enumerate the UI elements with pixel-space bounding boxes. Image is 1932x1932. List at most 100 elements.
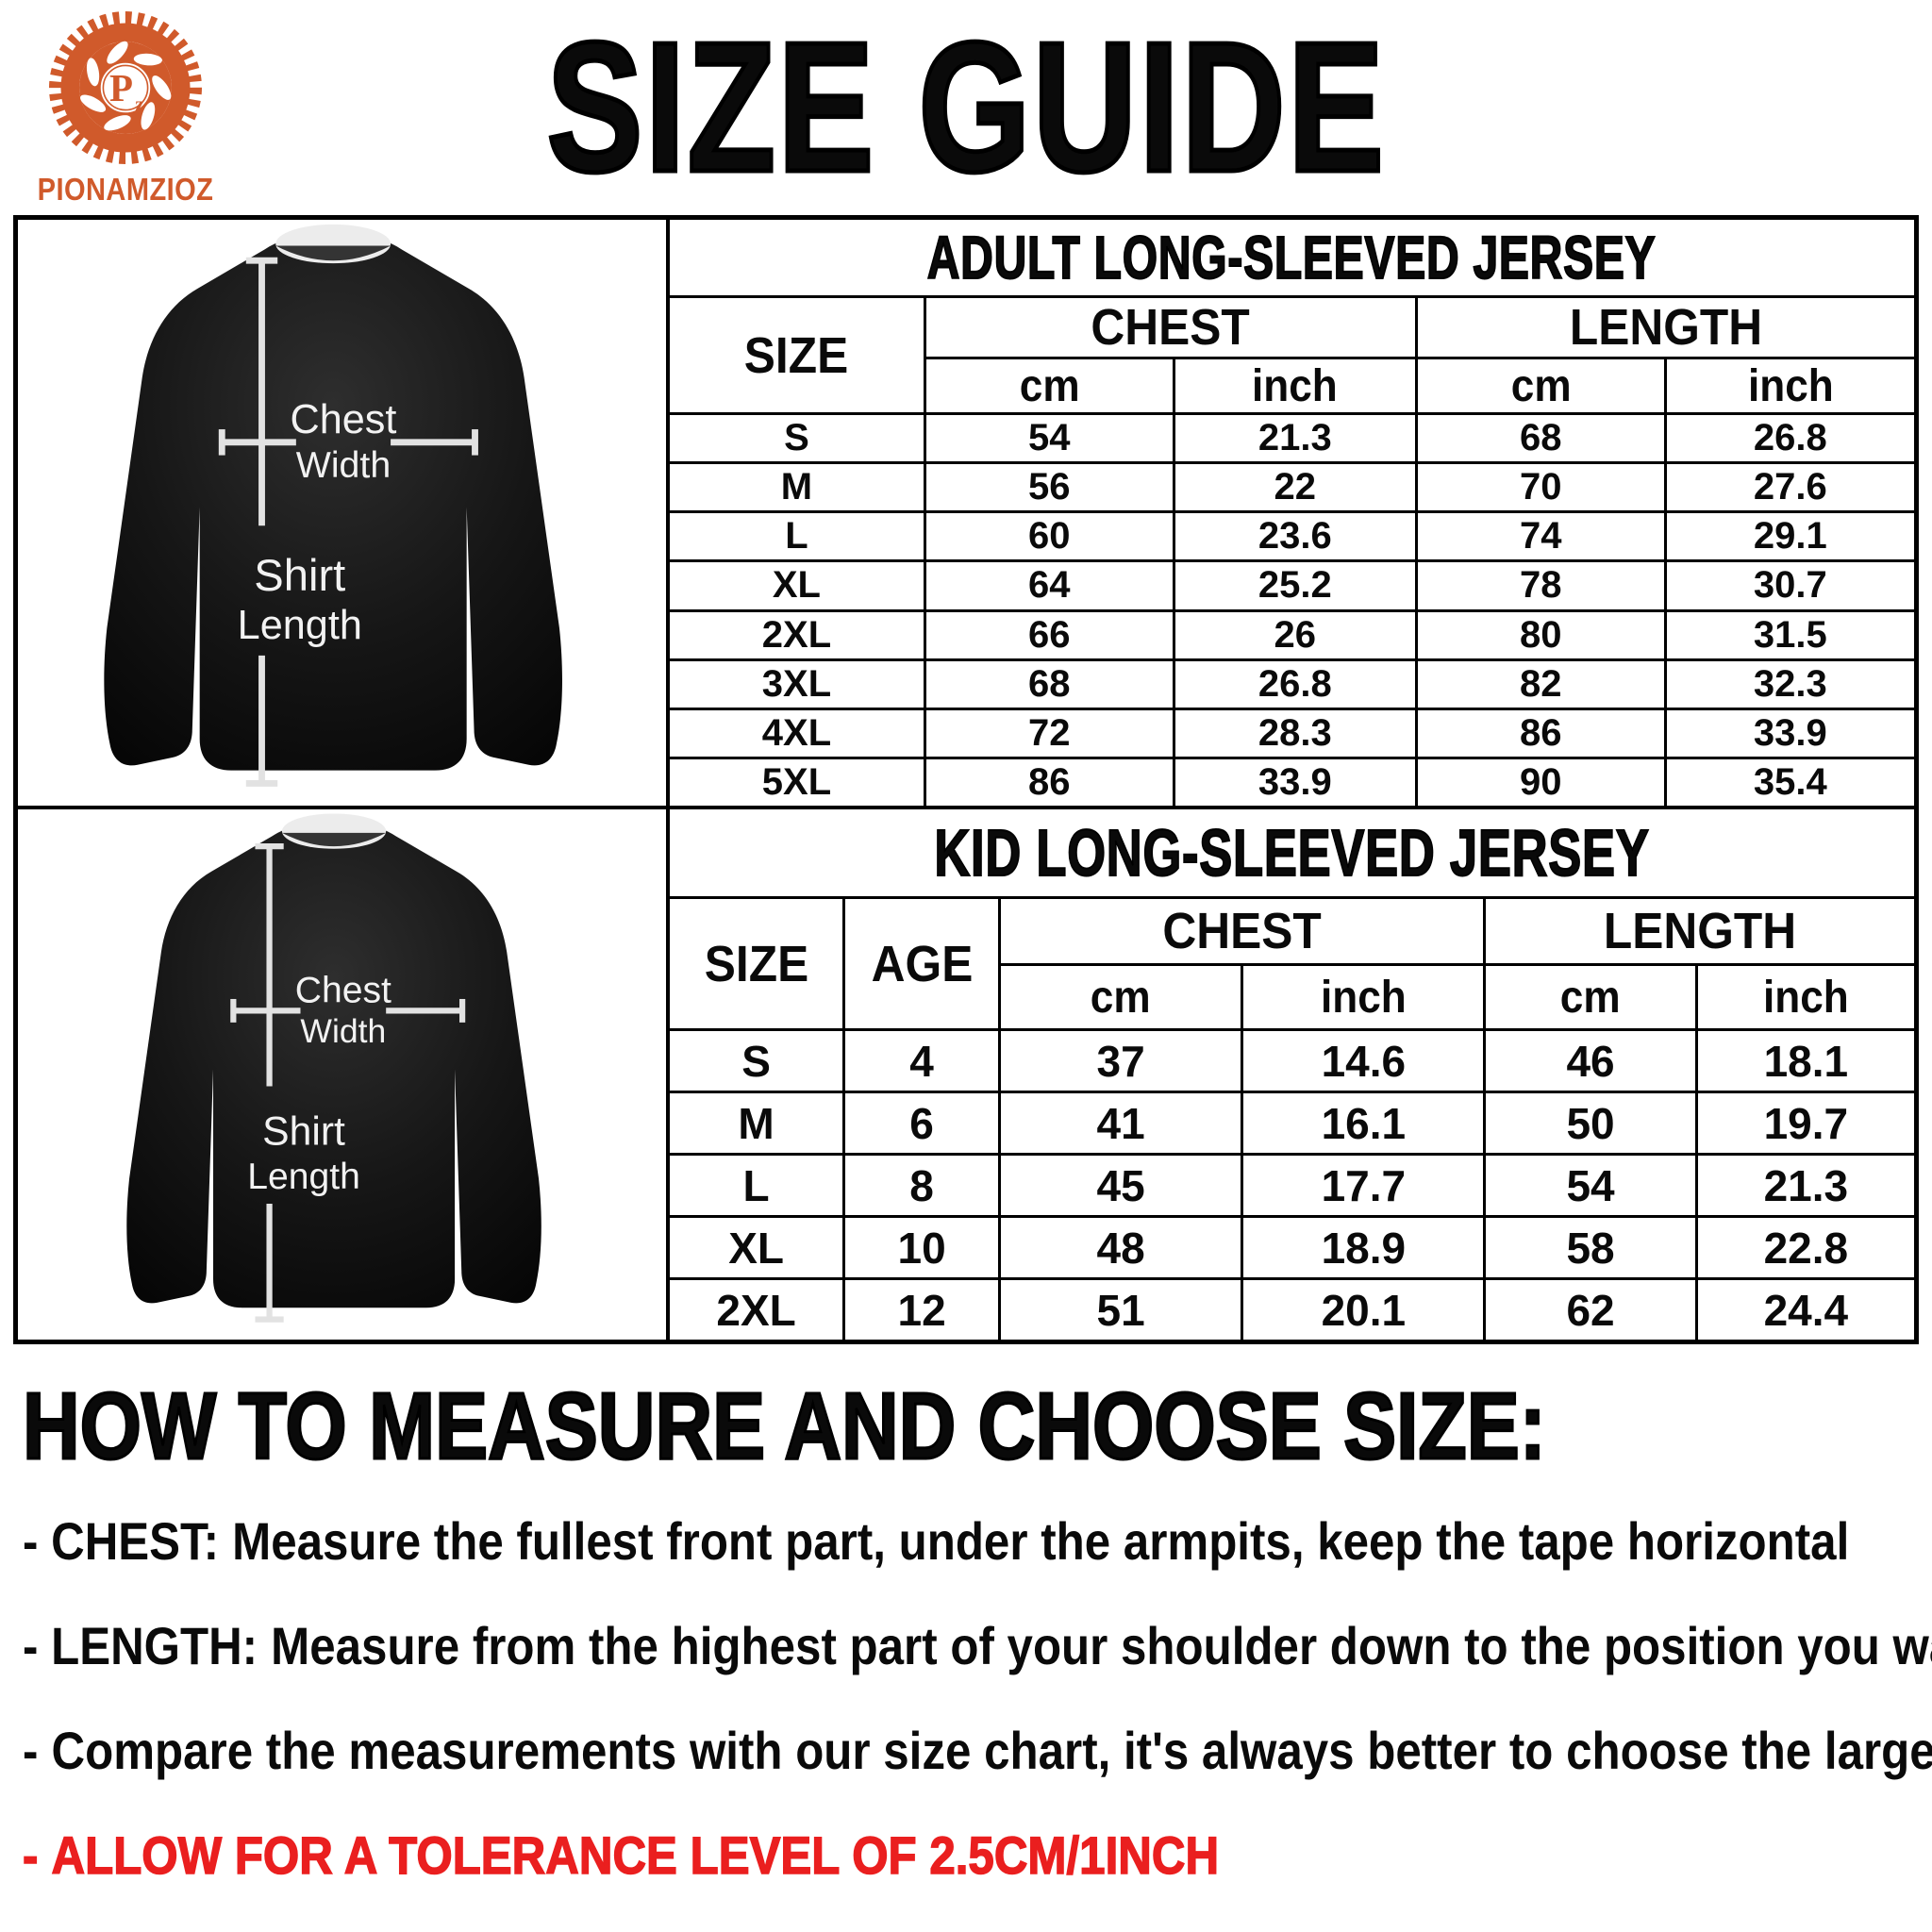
chest-cm-cell: 45 bbox=[998, 1153, 1244, 1219]
length-inch-cell: 22.8 bbox=[1694, 1215, 1914, 1281]
how-to-item-length: - LENGTH: Measure from the highest part o… bbox=[23, 1615, 1932, 1675]
length-cm-header: cm bbox=[1414, 357, 1667, 415]
size-cell: L bbox=[670, 1153, 846, 1219]
length-inch-cell: 24.4 bbox=[1694, 1277, 1914, 1340]
gear-blades bbox=[80, 41, 172, 131]
chest-cm-cell: 54 bbox=[923, 411, 1175, 465]
kid-header-row: SIZE AGE CHEST LENGTH bbox=[670, 896, 1914, 1031]
chest-cm-cell: 66 bbox=[923, 608, 1175, 661]
adult-shirt-diagram: Chest Width Shirt Length bbox=[18, 220, 670, 809]
size-cell: 5XL bbox=[670, 756, 926, 806]
length-inch-cell: 30.7 bbox=[1663, 559, 1914, 612]
length-inch-header: inch bbox=[1663, 357, 1914, 415]
brand-logo: P z PIONAMZIOZ bbox=[25, 4, 226, 208]
age-cell: 6 bbox=[842, 1091, 1002, 1157]
table-row: L 60 23.6 74 29.1 bbox=[670, 510, 1914, 563]
how-to-item-chest: - CHEST: Measure the fullest front part, … bbox=[23, 1511, 1850, 1571]
length-inch-cell: 31.5 bbox=[1663, 608, 1914, 661]
length-inch-cell: 27.6 bbox=[1663, 461, 1914, 514]
kid-table-title: KID LONG-SLEEVED JERSEY bbox=[934, 815, 1650, 891]
length-cm-cell: 80 bbox=[1414, 608, 1667, 661]
size-cell: S bbox=[670, 1027, 846, 1094]
adult-table-title: ADULT LONG-SLEEVED JERSEY bbox=[926, 223, 1657, 292]
length-cm-cell: 54 bbox=[1483, 1153, 1698, 1219]
measurement-labels: Chest Width Shirt Length bbox=[238, 397, 397, 648]
length-inch-cell: 29.1 bbox=[1663, 510, 1914, 563]
adult-table-cell: ADULT LONG-SLEEVED JERSEY SIZE CHEST LEN… bbox=[670, 220, 1914, 809]
measurement-labels: Chest Width Shirt Length bbox=[247, 971, 391, 1197]
chest-cm-cell: 48 bbox=[998, 1215, 1244, 1281]
how-to-heading: HOW TO MEASURE AND CHOOSE SIZE: bbox=[22, 1374, 1547, 1479]
shirt-body bbox=[104, 232, 562, 771]
kid-size-table: KID LONG-SLEEVED JERSEY SIZE AGE CHEST L… bbox=[670, 809, 1914, 1340]
kid-shirt-diagram: Chest Width Shirt Length bbox=[18, 809, 670, 1340]
size-cell: M bbox=[670, 461, 926, 514]
kid-shirt-image: Chest Width Shirt Length bbox=[126, 813, 541, 1323]
age-cell: 8 bbox=[842, 1153, 1002, 1219]
age-header-cell: AGE bbox=[842, 896, 1002, 1031]
table-row: XL 64 25.2 78 30.7 bbox=[670, 559, 1914, 612]
chest-cm-cell: 60 bbox=[923, 510, 1175, 563]
adult-table-title-row: ADULT LONG-SLEEVED JERSEY bbox=[670, 220, 1914, 298]
size-cell: 2XL bbox=[670, 1277, 846, 1340]
length-cm-cell: 46 bbox=[1483, 1027, 1698, 1094]
page-title: SIZE GUIDE bbox=[544, 4, 1386, 210]
length-inch-header: inch bbox=[1694, 963, 1914, 1031]
chest-header-cell: CHEST bbox=[998, 896, 1487, 966]
chest-cm-cell: 68 bbox=[923, 658, 1175, 710]
chest-inch-cell: 25.2 bbox=[1172, 559, 1418, 612]
chest-cm-header: cm bbox=[998, 963, 1244, 1031]
length-cm-cell: 68 bbox=[1414, 411, 1667, 465]
chest-inch-cell: 23.6 bbox=[1172, 510, 1418, 563]
length-cm-cell: 78 bbox=[1414, 559, 1667, 612]
brand-name: PIONAMZIOZ bbox=[37, 172, 214, 207]
age-cell: 12 bbox=[842, 1277, 1002, 1340]
size-cell: 4XL bbox=[670, 707, 926, 759]
kid-table-cell: KID LONG-SLEEVED JERSEY SIZE AGE CHEST L… bbox=[670, 809, 1914, 1340]
svg-text:Length: Length bbox=[247, 1157, 360, 1197]
svg-text:Length: Length bbox=[238, 603, 362, 648]
length-inch-cell: 32.3 bbox=[1663, 658, 1914, 710]
chest-header-cell: CHEST bbox=[923, 295, 1418, 359]
size-header-cell: SIZE bbox=[670, 896, 846, 1031]
length-header-cell: LENGTH bbox=[1483, 896, 1914, 966]
length-cm-cell: 82 bbox=[1414, 658, 1667, 710]
collar-shadow bbox=[281, 832, 387, 847]
table-row: 5XL 86 33.9 90 35.4 bbox=[670, 756, 1914, 806]
size-cell: 2XL bbox=[670, 608, 926, 661]
chest-cm-cell: 86 bbox=[923, 756, 1175, 806]
chest-inch-cell: 21.3 bbox=[1172, 411, 1418, 465]
collar-shadow bbox=[275, 245, 391, 261]
size-header-cell: SIZE bbox=[670, 295, 926, 415]
length-cm-cell: 58 bbox=[1483, 1215, 1698, 1281]
monogram-z: z bbox=[135, 92, 144, 115]
how-to-item-tolerance: - ALLOW FOR A TOLERANCE LEVEL OF 2.5CM/1I… bbox=[22, 1824, 1220, 1886]
chest-inch-cell: 16.1 bbox=[1241, 1091, 1487, 1157]
chest-inch-cell: 20.1 bbox=[1241, 1277, 1487, 1340]
adult-header-row: SIZE CHEST LENGTH bbox=[670, 295, 1914, 415]
table-row: L 8 45 17.7 54 21.3 bbox=[670, 1153, 1914, 1219]
size-cell: 3XL bbox=[670, 658, 926, 710]
gear-teeth bbox=[49, 11, 202, 164]
table-row: 2XL 12 51 20.1 62 24.4 bbox=[670, 1277, 1914, 1340]
monogram-circle bbox=[98, 60, 153, 115]
chest-cm-cell: 64 bbox=[923, 559, 1175, 612]
size-cell: XL bbox=[670, 559, 926, 612]
chest-cm-cell: 51 bbox=[998, 1277, 1244, 1340]
adult-shirt-image: Chest Width Shirt Length bbox=[104, 224, 562, 787]
svg-text:Width: Width bbox=[300, 1012, 386, 1050]
chest-cm-cell: 72 bbox=[923, 707, 1175, 759]
shirt-body bbox=[126, 821, 541, 1308]
svg-text:Width: Width bbox=[296, 444, 391, 486]
size-chart-box: Chest Width Shirt Length ADULT LONG-SLEE… bbox=[13, 215, 1919, 1344]
table-row: 2XL 66 26 80 31.5 bbox=[670, 608, 1914, 661]
chest-width-label: Chest bbox=[291, 397, 397, 442]
length-inch-cell: 33.9 bbox=[1663, 707, 1914, 759]
length-inch-cell: 26.8 bbox=[1663, 411, 1914, 465]
adult-size-table: ADULT LONG-SLEEVED JERSEY SIZE CHEST LEN… bbox=[670, 220, 1914, 806]
gear-ring bbox=[60, 23, 191, 153]
chest-cm-cell: 37 bbox=[998, 1027, 1244, 1094]
size-cell: M bbox=[670, 1091, 846, 1157]
length-cm-cell: 70 bbox=[1414, 461, 1667, 514]
